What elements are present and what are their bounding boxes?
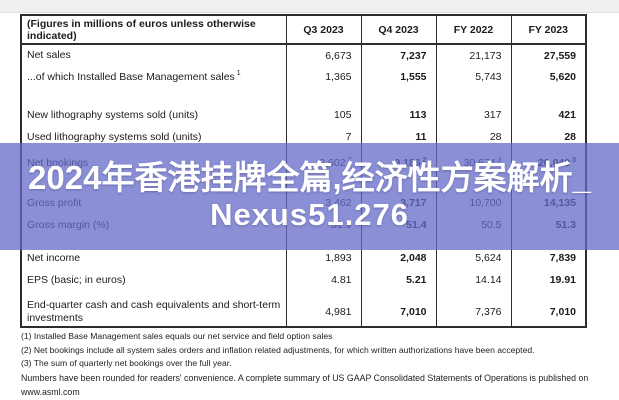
cell-value: 11 <box>360 126 436 148</box>
spacer-row <box>21 291 586 297</box>
cell-value: 105 <box>285 104 361 126</box>
footnote-1: (1) Installed Base Management sales equa… <box>21 331 333 341</box>
cell-value: 21,173 <box>435 44 511 66</box>
rounding-note: Numbers have been rounded for readers' c… <box>21 371 616 399</box>
cell-value: 7,010 <box>510 297 586 327</box>
col-header-q4-2023: Q4 2023 <box>360 15 436 45</box>
table-caption: (Figures in millions of euros unless oth… <box>21 15 286 45</box>
row-label: ...of which Installed Base Management sa… <box>27 70 241 83</box>
cell-value: 6,673 <box>285 44 361 66</box>
row-label: EPS (basic; in euros) <box>27 273 126 286</box>
cell-value: 5,620 <box>510 66 586 88</box>
table-row-net-sales: Net sales 6,673 7,237 21,173 27,559 <box>21 44 586 66</box>
col-header-fy-2022: FY 2022 <box>435 15 511 45</box>
table-row-net-income: Net income 1,893 2,048 5,624 7,839 <box>21 247 586 269</box>
cell-value: 4,981 <box>285 297 361 327</box>
cell-value: 27,559 <box>510 44 586 66</box>
cell-value: 14.14 <box>435 269 511 291</box>
header-row: (Figures in millions of euros unless oth… <box>21 15 586 45</box>
cell-value: 28 <box>510 126 586 148</box>
table-row-new-litho: New lithography systems sold (units) 105… <box>21 104 586 126</box>
spacer-row <box>21 88 586 104</box>
cell-value: 1,893 <box>285 247 361 269</box>
footnotes: (1) Installed Base Management sales equa… <box>21 330 616 371</box>
watermark-overlay[interactable]: 2024年香港挂牌全篇,经济性方案解析_ Nexus51.276 <box>0 143 619 250</box>
watermark-text-line2: Nexus51.276 <box>210 197 409 232</box>
cell-value: 28 <box>435 126 511 148</box>
cell-value: 5,624 <box>435 247 511 269</box>
cell-value: 7,010 <box>360 297 436 327</box>
cell-value: 113 <box>360 104 436 126</box>
footnote-3: (3) The sum of quarterly net bookings ov… <box>21 358 232 368</box>
cell-value: 1,555 <box>360 66 436 88</box>
rounding-note-text: Numbers have been rounded for readers' c… <box>21 373 589 383</box>
table-row-end-quarter-cash: End-quarter cash and cash equivalents an… <box>21 297 586 327</box>
cell-value: 19.91 <box>510 269 586 291</box>
col-header-fy-2023: FY 2023 <box>510 15 586 45</box>
cell-value: 4.81 <box>285 269 361 291</box>
cell-value: 421 <box>510 104 586 126</box>
row-label: New lithography systems sold (units) <box>27 108 198 121</box>
table-row-eps: EPS (basic; in euros) 4.81 5.21 14.14 19… <box>21 269 586 291</box>
footnote-ref-1: 1 <box>236 70 241 78</box>
row-label: Used lithography systems sold (units) <box>27 130 202 143</box>
cell-value: 1,365 <box>285 66 361 88</box>
col-header-q3-2023: Q3 2023 <box>285 15 361 45</box>
asml-url: www.asml.com <box>21 387 80 397</box>
row-label: End-quarter cash and cash equivalents an… <box>27 299 281 324</box>
cell-value: 5.21 <box>360 269 436 291</box>
cell-value: 7 <box>285 126 361 148</box>
cell-value: 7,839 <box>510 247 586 269</box>
cell-value: 7,376 <box>435 297 511 327</box>
table-row-installed-base: ...of which Installed Base Management sa… <box>21 66 586 88</box>
top-strip <box>0 0 619 13</box>
cell-value: 317 <box>435 104 511 126</box>
cell-value: 5,743 <box>435 66 511 88</box>
table-row-used-litho: Used lithography systems sold (units) 7 … <box>21 126 586 148</box>
cell-value: 2,048 <box>360 247 436 269</box>
cell-value: 7,237 <box>360 44 436 66</box>
footnote-2: (2) Net bookings include all system sale… <box>21 344 535 355</box>
row-label: Net sales <box>27 49 71 62</box>
row-label: Net income <box>27 251 81 264</box>
watermark-text-line1: 2024年香港挂牌全篇,经济性方案解析_ <box>28 159 591 196</box>
